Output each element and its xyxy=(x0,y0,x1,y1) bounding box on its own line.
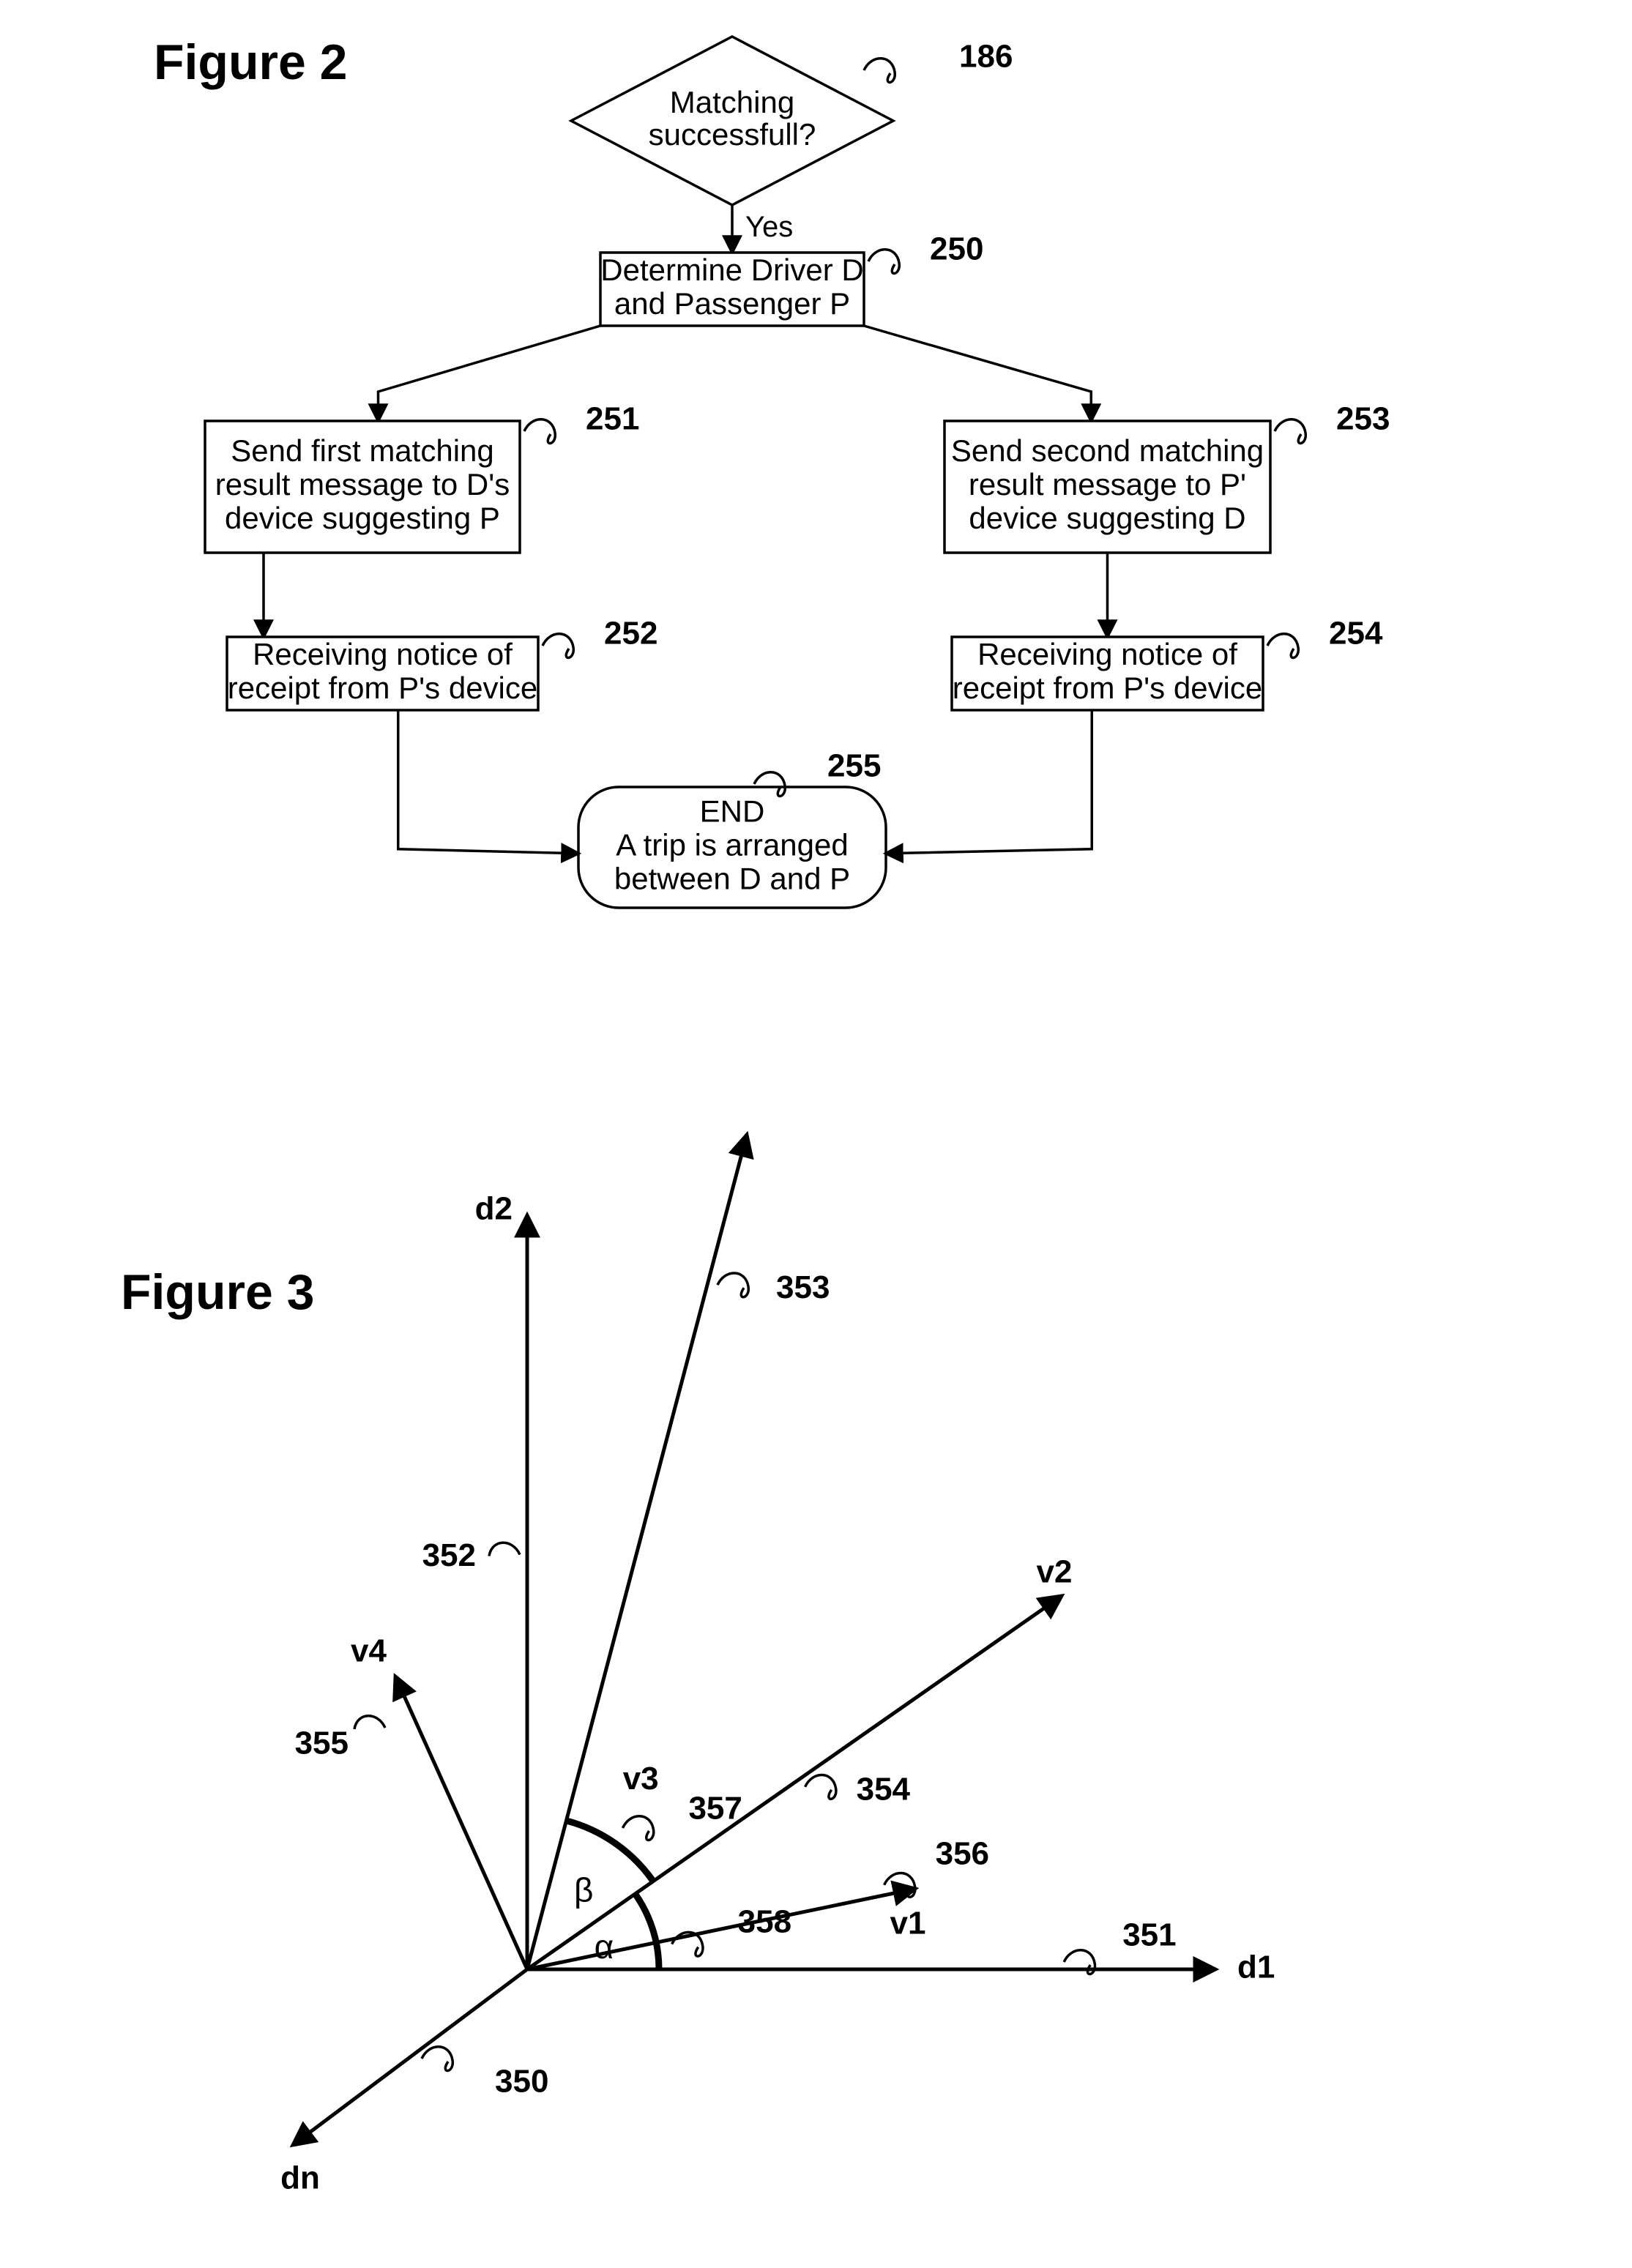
ref-253: 253 xyxy=(1336,401,1390,437)
ref-251-lead xyxy=(524,419,555,444)
ref-254: 254 xyxy=(1329,616,1383,652)
label-d2: d2 xyxy=(475,1191,513,1227)
arc-alpha xyxy=(636,1894,659,1969)
ref-252: 252 xyxy=(604,616,657,652)
label-dn: dn xyxy=(280,2160,320,2196)
ref-354: 354 xyxy=(857,1771,911,1807)
branch-right xyxy=(864,326,1091,421)
send-left-box-text: device suggesting P xyxy=(225,501,500,535)
ref-355-lead xyxy=(354,1716,385,1729)
ref-254-lead xyxy=(1267,634,1298,658)
beta-symbol: β xyxy=(574,1870,593,1909)
label-v4: v4 xyxy=(351,1633,387,1669)
ref-352-lead xyxy=(489,1543,520,1556)
ref-255: 255 xyxy=(827,748,881,784)
ref-351: 351 xyxy=(1122,1917,1176,1953)
decision-text: Matching xyxy=(670,85,794,119)
ref-356: 356 xyxy=(936,1835,989,1871)
ref-252-lead xyxy=(543,634,573,658)
recv-right-box-text: Receiving notice of xyxy=(977,637,1237,671)
determine-box-text: Determine Driver D xyxy=(600,253,863,287)
recv-right-box-text: receipt from P's device xyxy=(953,671,1263,705)
ref-353-lead xyxy=(718,1273,748,1297)
ref-357: 357 xyxy=(688,1791,742,1827)
recv-left-box-text: Receiving notice of xyxy=(253,637,513,671)
ref-350-lead xyxy=(422,2047,452,2071)
arrow-rr-end xyxy=(886,710,1092,854)
end-text: END xyxy=(700,794,765,829)
ref-354-lead xyxy=(805,1775,836,1799)
ref-355: 355 xyxy=(295,1726,349,1761)
end-text: between D and P xyxy=(614,862,850,896)
ref-352: 352 xyxy=(422,1537,476,1573)
vector-dn xyxy=(293,1969,527,2145)
label-v2: v2 xyxy=(1037,1554,1073,1590)
branch-left xyxy=(379,326,601,421)
send-right-box-text: Send second matching xyxy=(951,433,1264,468)
decision-text: successfull? xyxy=(649,117,816,152)
ref-186: 186 xyxy=(959,39,1013,75)
label-v1: v1 xyxy=(890,1906,926,1941)
yes-label: Yes xyxy=(745,211,793,243)
recv-left-box-text: receipt from P's device xyxy=(228,671,538,705)
label-v3: v3 xyxy=(623,1761,659,1797)
label-d1: d1 xyxy=(1237,1950,1275,1985)
ref-250-lead xyxy=(868,250,899,274)
ref-253-lead xyxy=(1275,419,1305,444)
send-left-box-text: Send first matching xyxy=(231,433,494,468)
send-right-box-text: device suggesting D xyxy=(969,501,1245,535)
ref-186-lead xyxy=(864,59,895,83)
ref-358: 358 xyxy=(738,1903,791,1939)
alpha-symbol: α xyxy=(595,1928,614,1966)
ref-350: 350 xyxy=(495,2064,548,2100)
end-text: A trip is arranged xyxy=(616,828,849,862)
figure-3-title: Figure 3 xyxy=(121,1264,315,1320)
send-left-box-text: result message to D's xyxy=(215,467,510,501)
determine-box-text: and Passenger P xyxy=(614,286,850,321)
arrow-rl-end xyxy=(398,710,578,854)
send-right-box-text: result message to P' xyxy=(969,467,1246,501)
vector-v3 xyxy=(527,1135,747,1969)
ref-250: 250 xyxy=(930,231,983,267)
ref-357-lead xyxy=(622,1816,653,1840)
ref-353: 353 xyxy=(776,1269,830,1305)
vector-v4 xyxy=(395,1676,527,1969)
ref-251: 251 xyxy=(586,401,639,437)
figure-2-title: Figure 2 xyxy=(154,34,348,90)
